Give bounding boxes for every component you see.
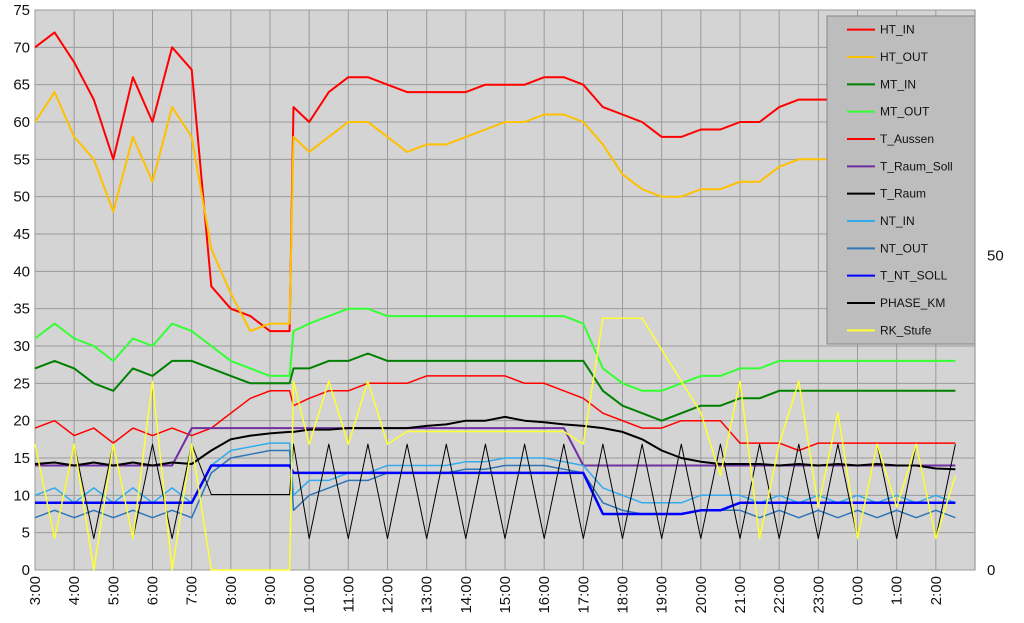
y-tick-label: 30: [13, 338, 30, 355]
series-line-t-raum: [34, 415, 956, 471]
series-line-ht-out: [34, 91, 956, 333]
x-tick-label: 19:00: [654, 576, 671, 614]
x-tick-label: 9:00: [262, 576, 279, 605]
legend: HT_IN HT_OUT MT_IN MT_OUT T_Aussen T_Raum_Sol…: [826, 15, 976, 345]
y-tick-label: 15: [13, 450, 30, 467]
y-tick-label: 55: [13, 151, 30, 168]
series-line-rk-stufe: [34, 317, 957, 571]
x-tick-label: 3:00: [27, 576, 44, 605]
legend-label: PHASE_KM: [880, 296, 945, 310]
x-tick-label: 23:00: [810, 576, 827, 614]
y-tick-label: 5: [22, 525, 30, 542]
y-tick-label: 50: [13, 189, 30, 206]
x-tick-label: 7:00: [184, 576, 201, 605]
series-line-ht-in: [34, 31, 956, 333]
x-tick-label: 12:00: [380, 576, 397, 614]
x-tick-label: 0:00: [850, 576, 867, 605]
x-tick-label: 22:00: [771, 576, 788, 614]
y-tick-label: 40: [13, 263, 30, 280]
y-tick-label: 35: [13, 301, 30, 318]
series-line-mt-in: [34, 352, 956, 422]
x-tick-label: 16:00: [536, 576, 553, 614]
y-tick-label: 20: [13, 413, 30, 430]
x-tick-label: 14:00: [458, 576, 475, 614]
x-tick-label: 6:00: [145, 576, 162, 605]
series-layer: [34, 31, 957, 571]
legend-label: T_Raum_Soll: [880, 159, 953, 173]
x-tick-label: 13:00: [419, 576, 436, 614]
x-tick-label: 17:00: [575, 576, 592, 614]
legend-label: HT_IN: [880, 23, 915, 37]
series-line-t-nt-soll: [35, 464, 956, 516]
x-tick-label: 18:00: [615, 576, 632, 614]
legend-label: NT_OUT: [880, 241, 929, 255]
legend-label: MT_OUT: [880, 105, 930, 119]
y-tick-label: 45: [13, 226, 30, 243]
legend-label: HT_OUT: [880, 50, 929, 64]
legend-label: MT_IN: [880, 77, 916, 91]
series-line-t-raum-soll: [35, 427, 956, 467]
x-tick-label: 1:00: [889, 576, 906, 605]
x-tick-label: 11:00: [340, 576, 357, 612]
y-tick-label: 60: [13, 114, 30, 131]
legend-label: NT_IN: [880, 214, 915, 228]
y-tick-label: 0: [22, 562, 30, 579]
y-tick-label: 65: [13, 77, 30, 94]
grid: [34, 9, 975, 571]
legend-label: T_Aussen: [880, 132, 934, 146]
series-line-t-aussen: [34, 375, 956, 452]
y2-tick-label: 0: [987, 562, 995, 579]
x-tick-label: 2:00: [928, 576, 945, 605]
legend-label: RK_Stufe: [880, 323, 932, 337]
y-tick-label: 70: [13, 39, 30, 56]
series-line-nt-out: [34, 449, 956, 519]
y2-tick-label: 50: [987, 247, 1004, 264]
axes: 0 5 10 15 20 25 30 35 40 45 50 55 60 65 70 75 3:00 4:00 5:…: [13, 2, 1004, 614]
legend-box: [826, 15, 976, 345]
y-tick-label: 75: [13, 2, 30, 19]
x-tick-label: 5:00: [105, 576, 122, 605]
y-tick-label: 25: [13, 375, 30, 392]
legend-label: T_Raum: [880, 187, 926, 201]
series-line-mt-out: [34, 307, 956, 392]
x-tick-label: 15:00: [497, 576, 514, 614]
x-tick-label: 8:00: [223, 576, 240, 605]
x-tick-label: 4:00: [66, 576, 83, 605]
x-tick-label: 21:00: [732, 576, 749, 614]
x-tick-label: 10:00: [301, 576, 318, 614]
legend-label: T_NT_SOLL: [880, 269, 948, 283]
x-tick-label: 20:00: [693, 576, 710, 614]
y-tick-label: 10: [13, 487, 30, 504]
